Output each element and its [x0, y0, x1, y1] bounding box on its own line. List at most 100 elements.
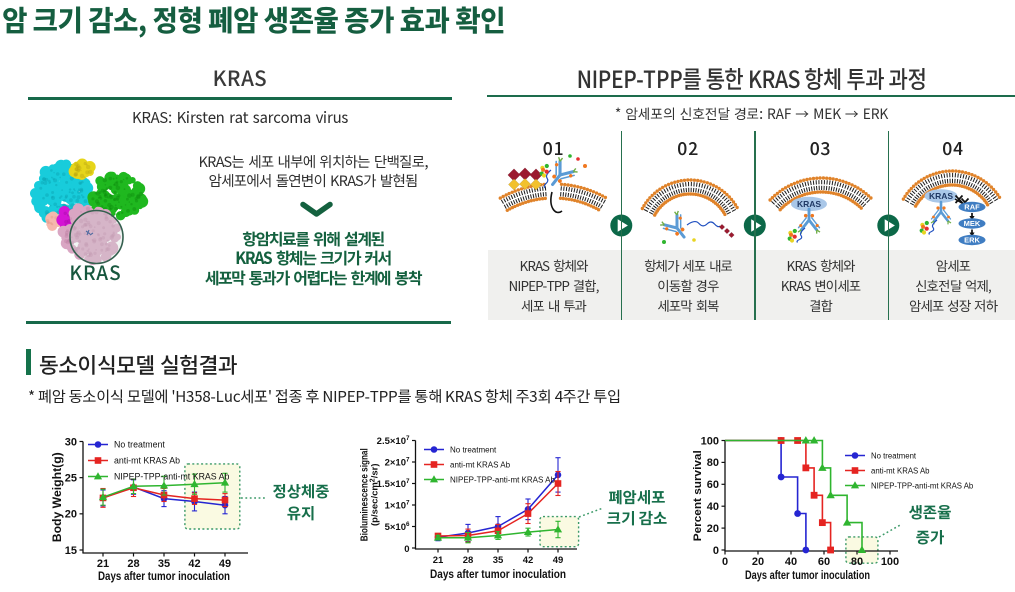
- lipid-tail: [695, 188, 697, 193]
- protein-lobe: [115, 211, 126, 221]
- protein-speckle: [50, 222, 53, 225]
- lipid-head: [934, 171, 938, 175]
- lipid-tail: [917, 192, 922, 197]
- lipid-head: [808, 177, 812, 181]
- protein-lobe: [68, 208, 78, 218]
- kras-protein-oval: [924, 189, 958, 203]
- protein-speckle: [76, 164, 81, 169]
- dot: [568, 154, 572, 158]
- lipid-tail: [708, 192, 712, 197]
- lipid-tail: [909, 202, 915, 206]
- lipid-tail: [777, 195, 781, 200]
- peptide-coil: [544, 169, 549, 174]
- lipid-tail: [537, 192, 540, 198]
- protein-speckle: [88, 248, 90, 251]
- lipid-tail: [708, 186, 712, 191]
- lipid-tail: [974, 179, 978, 184]
- lipid-head: [692, 178, 697, 182]
- lipid-tail: [648, 211, 654, 215]
- protein-lobe: [77, 244, 89, 257]
- protein-speckle: [84, 242, 89, 246]
- lipid-head: [708, 182, 713, 186]
- protein-speckle: [104, 242, 108, 246]
- protein-speckle: [88, 169, 93, 174]
- protein-speckle: [75, 235, 80, 240]
- antibody-tip-glycan: [660, 221, 665, 226]
- lipid-head: [994, 190, 998, 194]
- lipid-head: [722, 190, 727, 195]
- lipid-tail: [935, 175, 938, 180]
- x-tick-label: 60: [818, 556, 830, 568]
- play-icon: [751, 219, 762, 232]
- antibody-arm-right: [799, 218, 811, 232]
- peptide-coil: [924, 226, 929, 231]
- lipid-tail: [835, 187, 838, 192]
- x-tick-label: 42: [523, 555, 534, 566]
- protein-speckle: [87, 223, 91, 226]
- x-tick-label: 21: [433, 555, 444, 566]
- lipid-tail: [927, 178, 931, 183]
- protein-speckle: [102, 226, 106, 230]
- protein-lobe: [80, 178, 91, 188]
- lipid-head: [861, 190, 866, 194]
- lipid-head: [717, 186, 721, 191]
- protein-speckle: [77, 166, 82, 171]
- lipid-head: [821, 176, 826, 180]
- chart-annotation: 유지: [287, 502, 316, 524]
- protein-speckle: [83, 223, 87, 227]
- lipid-tail: [856, 198, 861, 203]
- lipid-tail: [652, 197, 657, 202]
- lipid-tail: [858, 199, 863, 204]
- protein-lobe: [112, 223, 122, 233]
- marker-triangle: [433, 533, 443, 541]
- lipid-tail: [965, 181, 969, 186]
- lipid-tail: [720, 193, 724, 198]
- protein-speckle: [44, 177, 49, 182]
- lipid-tail: [929, 183, 933, 188]
- protein-speckle: [53, 202, 57, 207]
- protein-speckle: [111, 233, 116, 237]
- lipid-head: [731, 200, 736, 204]
- y-axis-title: Percent survival: [692, 450, 704, 541]
- lipid-tail: [914, 196, 919, 200]
- lipid-head: [815, 176, 819, 180]
- lipid-tail: [581, 196, 585, 201]
- protein-speckle: [69, 198, 73, 203]
- protein-speckle: [110, 234, 115, 238]
- lipid-head: [901, 197, 906, 201]
- lipid-tail: [919, 190, 923, 195]
- antibody-dot: [932, 215, 935, 219]
- lipid-tail: [904, 199, 910, 203]
- protein-speckle: [52, 177, 55, 181]
- lipid-tail: [595, 195, 599, 201]
- protein-speckle: [70, 240, 75, 245]
- linker-squiggle: [686, 221, 721, 228]
- marker-square: [827, 546, 834, 554]
- lipid-head: [989, 185, 993, 189]
- lipid-head: [705, 181, 709, 185]
- protein-speckle: [78, 181, 82, 185]
- linker-squiggle: [928, 219, 938, 235]
- marker-circle: [851, 452, 859, 459]
- lipid-tail: [645, 206, 650, 210]
- antibody-dot: [936, 206, 940, 210]
- lipid-head: [596, 208, 601, 212]
- protein-speckle: [50, 169, 53, 172]
- protein-lobe: [64, 224, 76, 235]
- lipid-head: [646, 198, 650, 202]
- lipid-head: [661, 185, 665, 190]
- lipid-head: [831, 191, 836, 195]
- protein-speckle: [134, 199, 139, 203]
- lipid-tail: [522, 196, 525, 201]
- lipid-tail: [730, 206, 735, 210]
- protein-speckle: [75, 198, 80, 203]
- lipid-tail: [565, 192, 567, 197]
- protein-lobe: [68, 233, 79, 244]
- lipid-tail: [646, 204, 651, 208]
- marker-triangle: [809, 436, 819, 444]
- lipid-head: [985, 203, 990, 207]
- lipid-head: [673, 180, 677, 184]
- annotation-callout-line: [578, 507, 604, 518]
- nipep-diamond: [718, 223, 726, 231]
